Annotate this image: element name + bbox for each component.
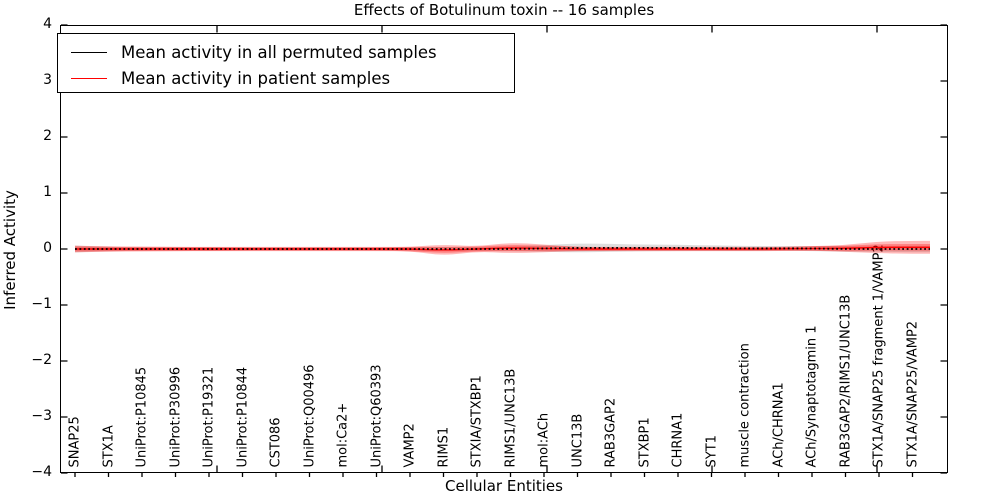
x-axis-label: Cellular Entities	[445, 477, 563, 495]
y-tick-label: −3	[31, 408, 52, 424]
y-tick-label: 0	[43, 240, 52, 256]
y-tick-label: 3	[43, 72, 52, 88]
legend-box: Mean activity in all permuted samples Me…	[57, 33, 515, 93]
y-tick-label: 1	[43, 184, 52, 200]
y-tick-label: 4	[43, 16, 52, 32]
chart-title: Effects of Botulinum toxin -- 16 samples	[353, 1, 655, 19]
y-tick-label: −1	[31, 296, 52, 312]
legend-entry-permuted: Mean activity in all permuted samples	[71, 39, 514, 65]
legend-entry-patient: Mean activity in patient samples	[71, 65, 514, 91]
axes-frame	[60, 25, 948, 473]
y-tick-label: −2	[31, 352, 52, 368]
legend-label-permuted: Mean activity in all permuted samples	[121, 42, 437, 62]
y-tick-label: 2	[43, 128, 52, 144]
legend-label-patient: Mean activity in patient samples	[121, 68, 391, 88]
permuted-line-swatch	[71, 51, 107, 53]
y-tick-label: −4	[31, 464, 52, 480]
patient-line-swatch	[71, 77, 107, 79]
